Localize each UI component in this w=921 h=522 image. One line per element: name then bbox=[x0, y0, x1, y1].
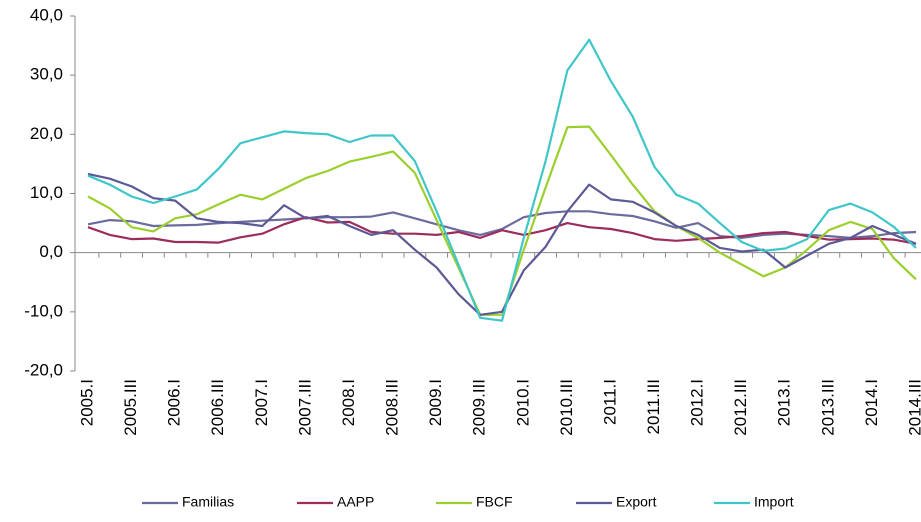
series-line bbox=[87, 216, 917, 245]
x-tick-label: 2012.III bbox=[731, 379, 750, 436]
x-tick-label: 2006.III bbox=[208, 379, 227, 436]
x-tick-label: 2007.III bbox=[295, 379, 314, 436]
x-tick-label: 2007.I bbox=[252, 379, 271, 426]
y-tick-label: 10,0 bbox=[30, 183, 63, 202]
x-tick-label: 2011.III bbox=[644, 379, 663, 434]
legend-label: Import bbox=[754, 494, 794, 510]
x-tick-label: 2010.III bbox=[557, 379, 576, 436]
x-tick-label: 2014.I bbox=[862, 379, 881, 426]
x-tick-label: 2006.I bbox=[165, 379, 184, 426]
x-tick-label: 2008.III bbox=[383, 379, 402, 436]
y-tick-label: 40,0 bbox=[30, 5, 63, 24]
y-tick-label: 30,0 bbox=[30, 65, 63, 84]
series-line bbox=[87, 172, 917, 316]
x-tick-label: 2010.I bbox=[513, 379, 532, 426]
x-tick-label: 2013.III bbox=[818, 379, 837, 436]
plot-area: -20,0 -10,0 0,0 10,0 20,0 30,0 40,0 2005.I 2005.… bbox=[24, 5, 921, 436]
x-tick-label: 2008.I bbox=[339, 379, 358, 426]
y-tick-label: 20,0 bbox=[30, 124, 63, 143]
legend-label: AAPP bbox=[337, 494, 374, 510]
legend-label: Export bbox=[616, 494, 657, 510]
legend-label: FBCF bbox=[476, 494, 513, 510]
y-tick-label: -10,0 bbox=[24, 301, 63, 320]
legend-label: Familias bbox=[182, 494, 234, 510]
series-line bbox=[87, 125, 917, 316]
x-tick-label: 2014.III bbox=[905, 379, 921, 436]
x-tick-label: 2009.III bbox=[470, 379, 489, 436]
x-tick-label: 2013.I bbox=[775, 379, 794, 426]
x-tick-label: 2009.I bbox=[426, 379, 445, 426]
x-tick-label: 2005.III bbox=[121, 379, 140, 436]
x-tick-label: 2005.I bbox=[77, 379, 96, 426]
series-line bbox=[87, 38, 917, 322]
y-tick-label: 0,0 bbox=[39, 242, 63, 261]
x-tick-label: 2012.I bbox=[688, 379, 707, 426]
y-tick-label: -20,0 bbox=[24, 360, 63, 379]
legend: Familias AAPP FBCF Export Import bbox=[142, 494, 794, 510]
x-tick-label: 2011.I bbox=[600, 379, 619, 425]
